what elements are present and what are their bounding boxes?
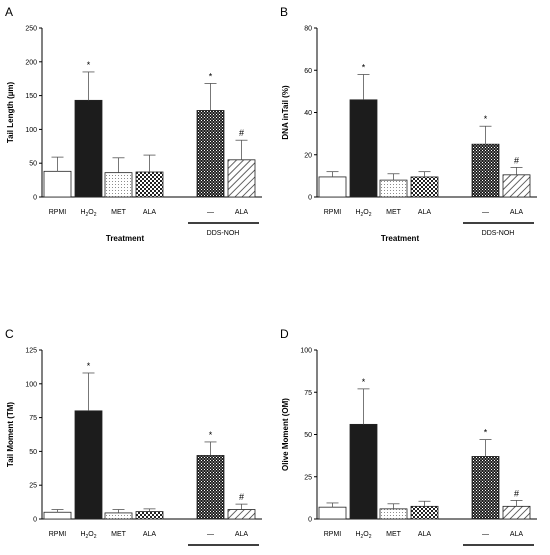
category-label: ALA [143,209,157,216]
bar [471,143,500,198]
category-label: MET [386,531,402,538]
y-axis-title: Tail Length (µm) [6,81,15,143]
category-label: ALA [510,209,524,216]
bar [502,174,531,198]
panel-letter: B [280,5,288,19]
category-label: ALA [235,209,249,216]
y-tick-label: 0 [308,195,312,202]
bar [227,159,256,198]
category-label: — [207,209,214,216]
y-tick-label: 40 [304,110,312,117]
category-label: ALA [510,531,524,538]
category-label: MET [111,209,127,216]
bar [227,509,256,520]
y-tick-label: 20 [304,152,312,159]
significance-mark: # [239,492,244,502]
category-label: ALA [143,531,157,538]
category-label: RPMI [49,209,67,216]
category-label: H2O2 [355,209,371,218]
group-label: DDS-NOH [482,230,515,237]
bar [349,99,378,198]
category-label: MET [111,531,127,538]
y-tick-label: 75 [29,415,37,422]
panel-letter: A [5,5,13,19]
bar [349,423,378,520]
bar [502,505,531,520]
bar [379,179,408,198]
category-label: H2O2 [80,209,96,218]
y-tick-label: 75 [304,390,312,397]
significance-mark: # [514,488,519,498]
bar [410,505,439,520]
y-tick-label: 125 [25,348,37,355]
y-tick-label: 50 [304,432,312,439]
y-tick-label: 0 [33,517,37,524]
bar [135,511,164,520]
category-label: ALA [418,531,432,538]
category-label: ALA [235,531,249,538]
significance-mark: * [87,361,91,371]
bar [43,170,72,198]
y-axis-title: DNA inTail (%) [281,85,290,140]
y-tick-label: 100 [25,381,37,388]
panel-letter: C [5,327,14,341]
category-label: H2O2 [355,531,371,540]
y-tick-label: 200 [25,59,37,66]
bar [43,511,72,520]
y-tick-label: 80 [304,26,312,33]
category-label: ALA [418,209,432,216]
significance-mark: # [239,128,244,138]
y-tick-label: 100 [300,348,312,355]
significance-mark: * [484,428,488,438]
category-label: RPMI [324,531,342,538]
y-tick-label: 250 [25,26,37,33]
bar [318,176,347,198]
y-tick-label: 50 [29,161,37,168]
bar [196,455,225,520]
significance-mark: * [87,60,91,70]
y-tick-label: 25 [304,474,312,481]
significance-mark: * [362,377,366,387]
y-tick-label: 50 [29,449,37,456]
x-axis-title: Treatment [106,234,145,243]
bar [104,172,133,198]
bar [74,410,103,520]
bar [410,176,439,198]
bar [379,508,408,520]
panel-c-tail-moment: C 0 25 50 75 100 125 Tail Moment (TM) RPMI * H2O2 M… [5,327,262,555]
panel-b-dna-in-tail: B 0 20 40 60 80 DNA inTail (%) RPMI * H2O2 MET ALA *… [280,5,537,243]
x-axis-title: Treatment [381,234,420,243]
y-tick-label: 60 [304,68,312,75]
significance-mark: * [209,430,213,440]
significance-mark: # [514,155,519,165]
category-label: H2O2 [80,531,96,540]
bar [196,110,225,198]
y-axis-title: Tail Moment (TM) [6,402,15,468]
significance-mark: * [484,114,488,124]
category-label: RPMI [324,209,342,216]
category-label: — [482,209,489,216]
panel-a-tail-length: A 0 50 100 150 200 250 Tail Length (µm) RPMI * H2O… [5,5,262,243]
category-label: — [207,531,214,538]
y-tick-label: 0 [33,195,37,202]
bar [135,171,164,198]
bar [471,456,500,520]
y-tick-label: 100 [25,127,37,134]
y-tick-label: 150 [25,93,37,100]
category-label: — [482,531,489,538]
significance-mark: * [362,62,366,72]
y-tick-label: 0 [308,517,312,524]
panel-d-olive-moment: D 0 25 50 75 100 Olive Moment (OM) RPMI * H2O2 MET… [280,327,537,555]
y-tick-label: 25 [29,483,37,490]
category-label: RPMI [49,531,67,538]
bar [318,506,347,520]
significance-mark: * [209,71,213,81]
y-axis-title: Olive Moment (OM) [281,398,290,471]
bar [104,512,133,520]
bar [74,99,103,198]
group-label: DDS-NOH [207,230,240,237]
category-label: MET [386,209,402,216]
panel-letter: D [280,327,289,341]
